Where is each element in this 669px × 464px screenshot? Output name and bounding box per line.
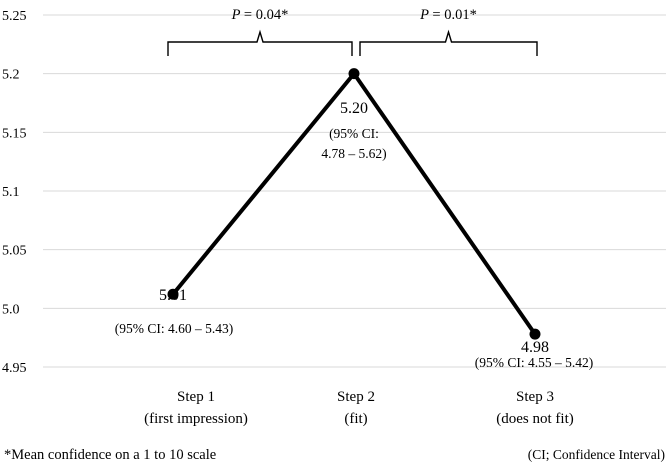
ci-label-2: (95% CI: — [329, 126, 379, 141]
p-value-label-2: P = 0.01* — [419, 7, 477, 23]
bracket-2 — [359, 29, 538, 56]
footnote-right: (CI; Confidence Interval) — [528, 447, 665, 462]
ci-label-3: (95% CI: 4.55 – 5.42) — [475, 355, 594, 370]
ci-label-1: (95% CI: 4.60 – 5.43) — [115, 321, 234, 336]
data-labels: 5.01 (95% CI: 4.60 – 5.43) 5.20 (95% CI: 4.7… — [115, 100, 594, 370]
x-category-label-3: Step 3 — [516, 389, 554, 405]
data-point-1 — [167, 288, 179, 300]
y-axis-ticks: 4.95 5.0 5.05 5.1 5.15 5.2 5.25 — [2, 9, 27, 376]
x-category-label-2: (fit) — [344, 411, 367, 427]
y-tick-label: 4.95 — [2, 361, 27, 376]
x-category-label-2: Step 2 — [337, 389, 375, 405]
p-value-label-1: P = 0.04* — [231, 7, 289, 23]
gridlines — [43, 14, 666, 368]
value-label-3: 4.98 — [521, 339, 549, 356]
x-category-label-3: (does not fit) — [496, 411, 573, 427]
y-tick-label: 5.2 — [2, 68, 20, 83]
series-line — [167, 68, 541, 340]
y-tick-label: 5.15 — [2, 126, 27, 141]
y-tick-label: 5.25 — [2, 9, 27, 24]
x-category-label-1: Step 1 — [177, 389, 215, 405]
y-tick-label: 5.1 — [2, 185, 20, 200]
data-point-2 — [348, 68, 360, 80]
y-tick-label: 5.05 — [2, 244, 27, 259]
y-tick-label: 5.0 — [2, 302, 20, 317]
value-label-1: 5.01 — [159, 287, 187, 304]
value-label-2: 5.20 — [340, 100, 368, 117]
bracket-1 — [167, 29, 353, 56]
ci-label-2: 4.78 – 5.62) — [321, 146, 386, 161]
x-category-label-1: (first impression) — [144, 411, 248, 427]
x-axis-categories: Step 1 (first impression) Step 2 (fit) Step … — [144, 389, 574, 427]
footnote-left: *Mean confidence on a 1 to 10 scale — [4, 447, 216, 463]
data-point-3 — [529, 328, 541, 340]
significance-brackets: P = 0.04* P = 0.01* — [167, 7, 538, 56]
